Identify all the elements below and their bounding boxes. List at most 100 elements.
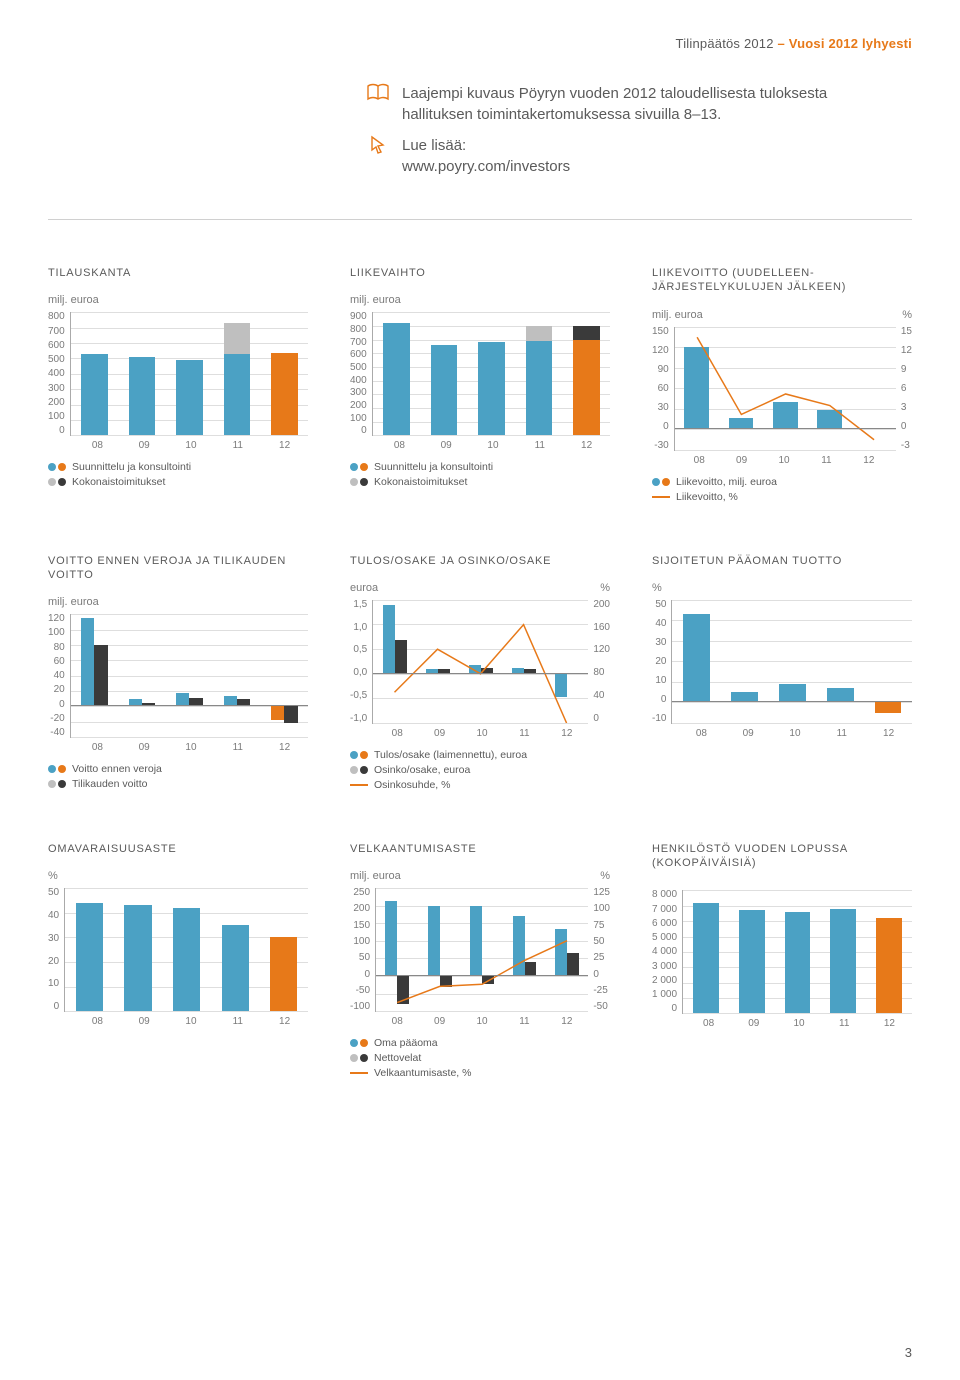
reference-block: Laajempi kuvaus Pöyryn vuoden 2012 talou…	[366, 83, 886, 177]
y-axis: 50403020100	[48, 888, 64, 1012]
chart-card: VELKAANTUMISASTE milj. euroa% 250200150100…	[350, 842, 610, 1082]
chart-title: VELKAANTUMISASTE	[350, 842, 610, 856]
x-axis: 0809101112	[652, 1018, 912, 1029]
chart-plot-area: 50403020100-10	[652, 600, 912, 724]
axis-labels: %	[48, 870, 308, 882]
bar	[739, 910, 765, 1013]
chart-title: OMAVARAISUUSASTE	[48, 842, 308, 856]
page-number: 3	[905, 1345, 912, 1360]
bar	[124, 905, 151, 1011]
plot-frame	[64, 888, 308, 1012]
bar	[827, 688, 854, 702]
legend: Tulos/osake (laimennettu), euroaOsinko/o…	[350, 749, 610, 791]
y-axis-right: 20016012080400	[588, 600, 610, 724]
legend: Suunnittelu ja konsultointiKokonaistoimi…	[350, 461, 610, 488]
line-overlay	[675, 327, 896, 450]
plot-frame	[70, 312, 308, 436]
bar	[431, 345, 458, 435]
bar	[271, 353, 298, 435]
bar	[76, 903, 103, 1011]
bar	[526, 326, 553, 341]
chart-title: LIIKEVOITTO (UUDELLEEN-JÄRJESTELYKULUJEN…	[652, 266, 912, 295]
axis-labels: milj. euroa	[350, 294, 610, 306]
chart-plot-area: 1,51,00,50,0-0,5-1,0 20016012080400	[350, 600, 610, 724]
chart-grid: TILAUSKANTA milj. euroa 800700600500400300…	[48, 266, 912, 1082]
y-axis: 1501209060300-30	[652, 327, 674, 451]
plot-frame	[372, 600, 588, 724]
x-axis: 0809101112	[652, 455, 912, 466]
legend: Voitto ennen verojaTilikauden voitto	[48, 763, 308, 790]
chart-title: TILAUSKANTA	[48, 266, 308, 280]
bar	[284, 706, 297, 723]
bar	[224, 354, 251, 435]
chart-card: VOITTO ENNEN VEROJA JA TILIKAUDEN VOITTO…	[48, 554, 308, 794]
chart-title: SIJOITETUN PÄÄOMAN TUOTTO	[652, 554, 912, 568]
bar	[270, 937, 297, 1011]
chart-card: OMAVARAISUUSASTE% 50403020100 0809101112	[48, 842, 308, 1082]
axis-labels: milj. euroa	[48, 596, 308, 608]
y-axis-right: 15129630-3	[896, 327, 912, 451]
axis-labels: milj. euroa	[48, 294, 308, 306]
chart-title: HENKILÖSTÖ VUODEN LOPUSSA (KOKOPÄIVÄISIÄ…	[652, 842, 912, 871]
chart-plot-area: 8007006005004003002001000	[48, 312, 308, 436]
chart-plot-area: 8 0007 0006 0005 0004 0003 0002 0001 000…	[652, 890, 912, 1014]
bar	[573, 340, 600, 436]
legend: Liikevoitto, milj. euroaLiikevoitto, %	[652, 476, 912, 503]
bar	[222, 925, 249, 1011]
header-part1: Tilinpäätös 2012	[676, 36, 774, 51]
header-part2: – Vuosi 2012 lyhyesti	[774, 36, 912, 51]
chart-plot-area: 9008007006005004003002001000	[350, 312, 610, 436]
chart-title: VOITTO ENNEN VEROJA JA TILIKAUDEN VOITTO	[48, 554, 308, 583]
bar	[478, 342, 505, 435]
bar	[779, 684, 806, 702]
ref-text-1: Laajempi kuvaus Pöyryn vuoden 2012 talou…	[402, 83, 886, 125]
y-axis: 8 0007 0006 0005 0004 0003 0002 0001 000…	[652, 890, 682, 1014]
x-axis: 0809101112	[48, 440, 308, 451]
plot-frame	[682, 890, 912, 1014]
bar	[176, 693, 189, 707]
bar	[683, 614, 710, 702]
chart-plot-area: 120100806040200-20-40	[48, 614, 308, 738]
divider	[48, 219, 912, 220]
y-axis: 1,51,00,50,0-0,5-1,0	[350, 600, 372, 724]
x-axis: 0809101112	[48, 1016, 308, 1027]
bar	[81, 618, 94, 706]
chart-card: SIJOITETUN PÄÄOMAN TUOTTO% 50403020100-10…	[652, 554, 912, 794]
chart-card: LIIKEVOITTO (UUDELLEEN-JÄRJESTELYKULUJEN…	[652, 266, 912, 506]
bar	[129, 357, 156, 436]
chart-card: LIIKEVAIHTOmilj. euroa900800700600500400…	[350, 266, 610, 506]
legend: Oma pääomaNettovelatVelkaantumisaste, %	[350, 1037, 610, 1079]
axis-labels: %	[652, 582, 912, 594]
x-axis: 0809101112	[350, 1016, 610, 1027]
bar	[876, 918, 902, 1013]
chart-card: TILAUSKANTA milj. euroa 800700600500400300…	[48, 266, 308, 506]
line-overlay	[373, 600, 588, 723]
bar	[271, 706, 284, 720]
plot-frame	[674, 327, 896, 451]
axis-labels: euroa%	[350, 582, 610, 594]
chart-card: HENKILÖSTÖ VUODEN LOPUSSA (KOKOPÄIVÄISIÄ…	[652, 842, 912, 1082]
y-axis-right: 1251007550250-25-50	[588, 888, 610, 1012]
chart-plot-area: 1501209060300-30 15129630-3	[652, 327, 912, 451]
line-overlay	[376, 888, 588, 1011]
axis-labels: milj. euroa%	[652, 309, 912, 321]
legend: Suunnittelu ja konsultointiKokonaistoimi…	[48, 461, 308, 488]
y-axis: 9008007006005004003002001000	[350, 312, 372, 436]
x-axis: 0809101112	[350, 440, 610, 451]
bar	[875, 702, 902, 712]
y-axis: 250200150100500-50-100	[350, 888, 375, 1012]
ref-text-2: Lue lisää:www.poyry.com/investors	[402, 135, 570, 177]
cursor-icon	[366, 135, 390, 155]
bar	[383, 323, 410, 435]
bar	[176, 360, 203, 435]
chart-plot-area: 50403020100	[48, 888, 308, 1012]
bar	[81, 354, 108, 435]
bar	[830, 909, 856, 1014]
chart-title: TULOS/OSAKE JA OSINKO/OSAKE	[350, 554, 610, 568]
y-axis: 120100806040200-20-40	[48, 614, 70, 738]
x-axis: 0809101112	[48, 742, 308, 753]
axis-labels: milj. euroa%	[350, 870, 610, 882]
bar	[785, 912, 811, 1013]
bar	[94, 645, 107, 707]
y-axis: 8007006005004003002001000	[48, 312, 70, 436]
